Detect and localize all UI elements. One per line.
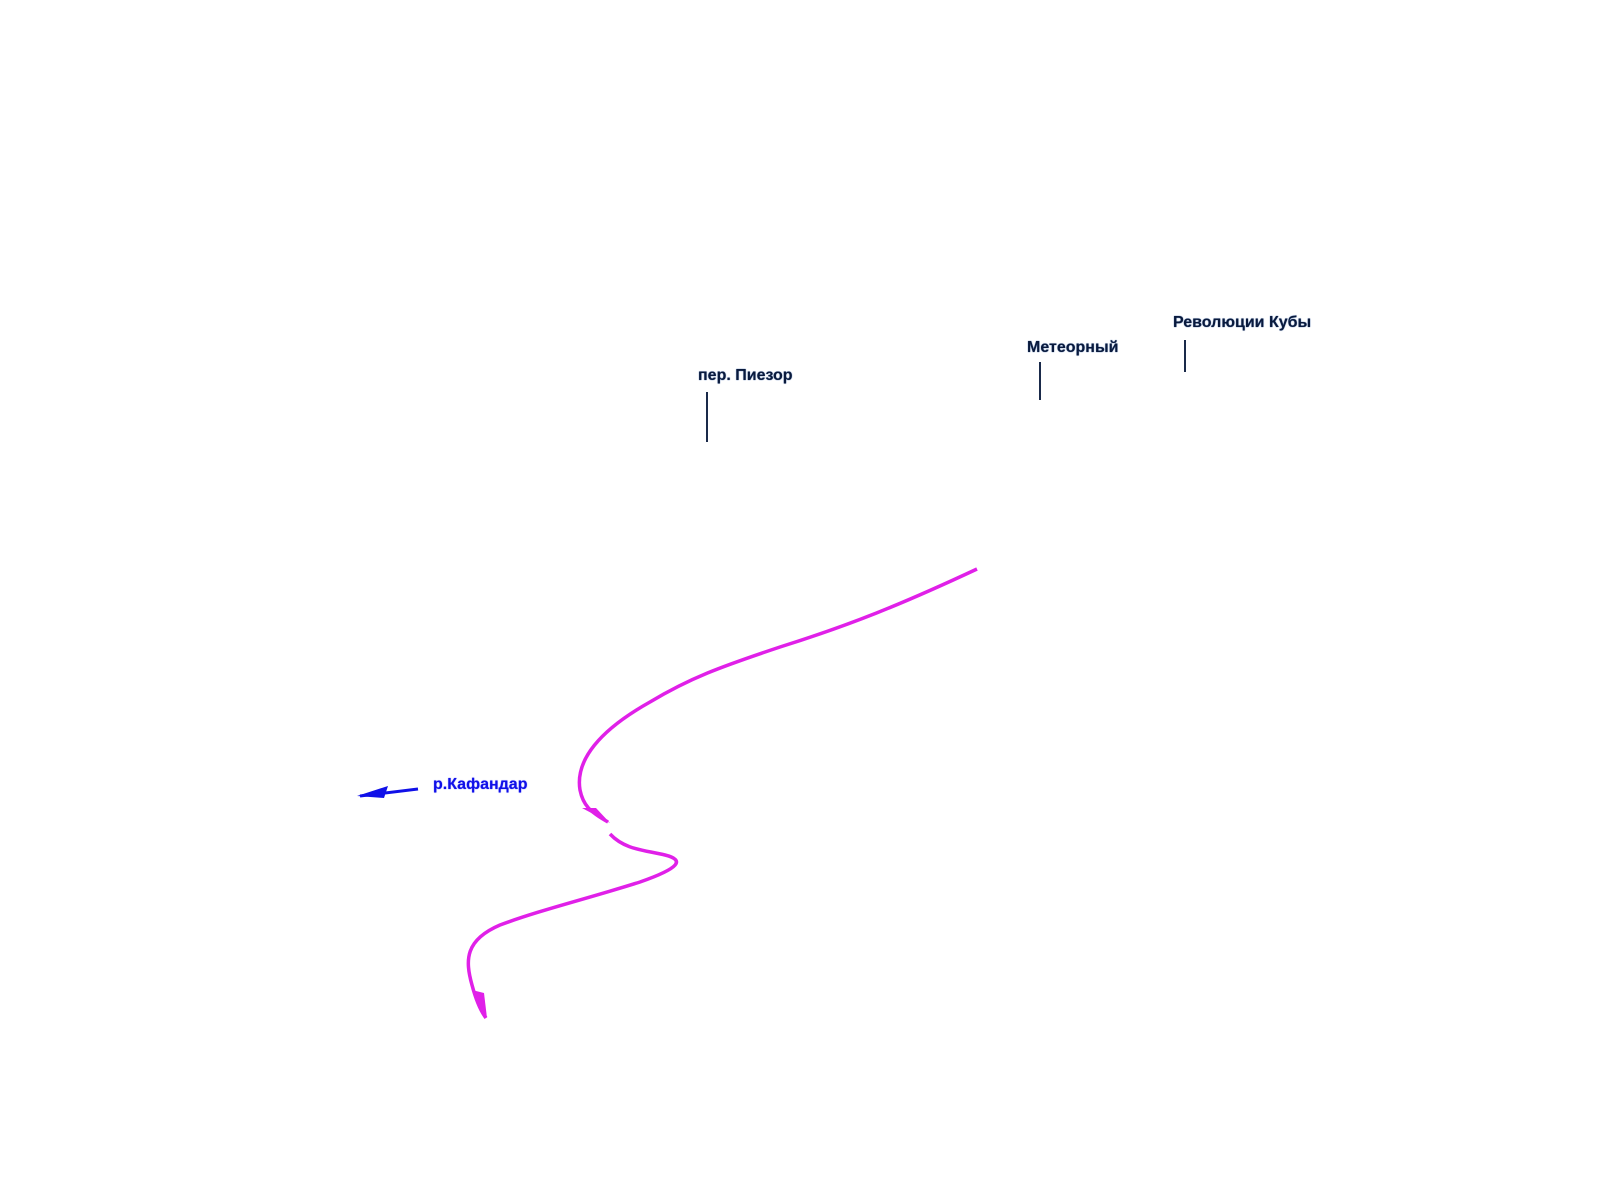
street-label-piezor: пер. Пиезор xyxy=(698,367,793,384)
route-segment-2 xyxy=(466,832,679,1020)
route-arrowhead-2 xyxy=(472,990,487,1018)
street-label-meteorny: Метеорный xyxy=(1027,339,1119,356)
route-arrowhead-1 xyxy=(582,808,610,823)
river-arrow xyxy=(357,786,419,798)
route-segment-1 xyxy=(577,567,978,824)
street-label-revolyutsii-kuby: Революции Кубы xyxy=(1173,314,1312,331)
river-label-kafandar: р.Кафандар xyxy=(433,776,528,793)
